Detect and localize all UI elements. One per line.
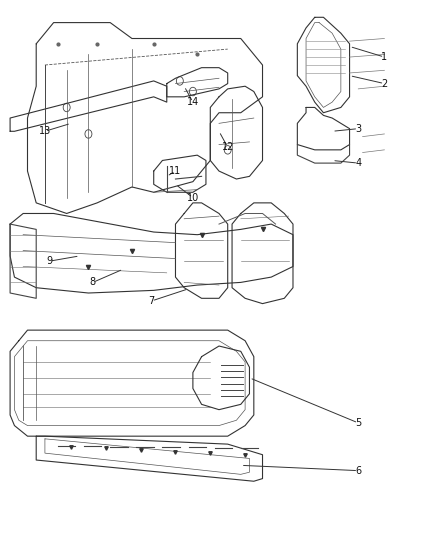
Text: 9: 9 [46,256,52,266]
Text: 12: 12 [222,142,234,152]
Text: 10: 10 [187,192,199,203]
Text: 4: 4 [355,158,361,168]
Text: 7: 7 [148,296,155,306]
Text: 5: 5 [355,418,361,428]
Text: 2: 2 [381,78,388,88]
Text: 13: 13 [39,126,51,136]
Text: 3: 3 [355,124,361,134]
Text: 11: 11 [170,166,182,176]
Text: 8: 8 [90,277,96,287]
Text: 6: 6 [355,466,361,475]
Text: 14: 14 [187,97,199,107]
Text: 1: 1 [381,52,388,62]
